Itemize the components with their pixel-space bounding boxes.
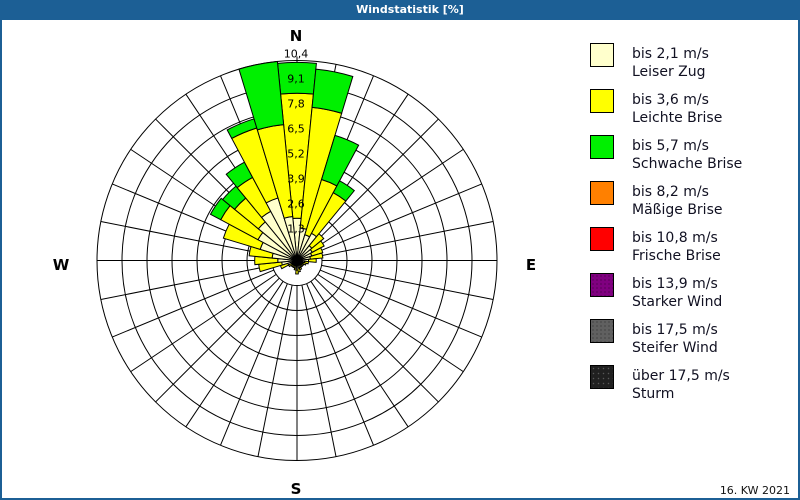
grid-spoke bbox=[219, 283, 288, 446]
radial-tick-labels: 1,3 2,6 3,9 5,2 6,5 7,8 9,1 10,4 bbox=[284, 48, 309, 236]
radial-tick-label: 1,3 bbox=[287, 223, 305, 236]
grid-spoke bbox=[185, 281, 284, 428]
compass-south-label: S bbox=[290, 480, 302, 498]
grid-spoke bbox=[306, 283, 375, 446]
wind-sector-segment bbox=[307, 258, 317, 263]
radial-tick-label: 7,8 bbox=[287, 98, 305, 111]
grid-spoke bbox=[319, 269, 482, 338]
wind-sector-segment bbox=[332, 180, 356, 202]
radial-tick-label: 9,1 bbox=[287, 73, 305, 86]
polar-grid bbox=[96, 56, 498, 461]
wind-sector-segment bbox=[238, 60, 285, 131]
grid-spoke bbox=[321, 220, 494, 257]
grid-spoke bbox=[301, 284, 337, 457]
grid-spoke bbox=[310, 281, 409, 428]
grid-spoke bbox=[130, 273, 277, 373]
radial-tick-label: 6,5 bbox=[287, 123, 305, 136]
grid-spoke bbox=[257, 284, 293, 457]
compass-east-label: E bbox=[525, 256, 537, 274]
grid-spoke bbox=[319, 183, 482, 252]
radial-tick-label: 10,4 bbox=[284, 48, 309, 61]
grid-spoke bbox=[314, 277, 439, 403]
compass-west-label: W bbox=[52, 256, 70, 274]
wind-sectors bbox=[209, 60, 360, 275]
grid-spoke bbox=[317, 148, 464, 248]
radial-tick-label: 3,9 bbox=[287, 173, 305, 186]
grid-spoke bbox=[317, 273, 464, 373]
wind-sector-segment bbox=[295, 269, 299, 275]
wind-sector-segment bbox=[311, 68, 354, 114]
grid-spoke bbox=[100, 264, 273, 301]
grid-spoke bbox=[321, 264, 494, 301]
window-title: Windstatistik [%] bbox=[2, 0, 798, 20]
grid-spoke bbox=[314, 118, 439, 244]
period-label: 16. KW 2021 bbox=[719, 484, 790, 497]
radial-tick-label: 5,2 bbox=[287, 148, 305, 161]
grid-spoke bbox=[100, 220, 273, 257]
radial-tick-label: 2,6 bbox=[287, 198, 305, 211]
grid-spoke bbox=[155, 277, 280, 403]
grid-spoke bbox=[112, 269, 275, 338]
compass-north-label: N bbox=[289, 27, 303, 45]
